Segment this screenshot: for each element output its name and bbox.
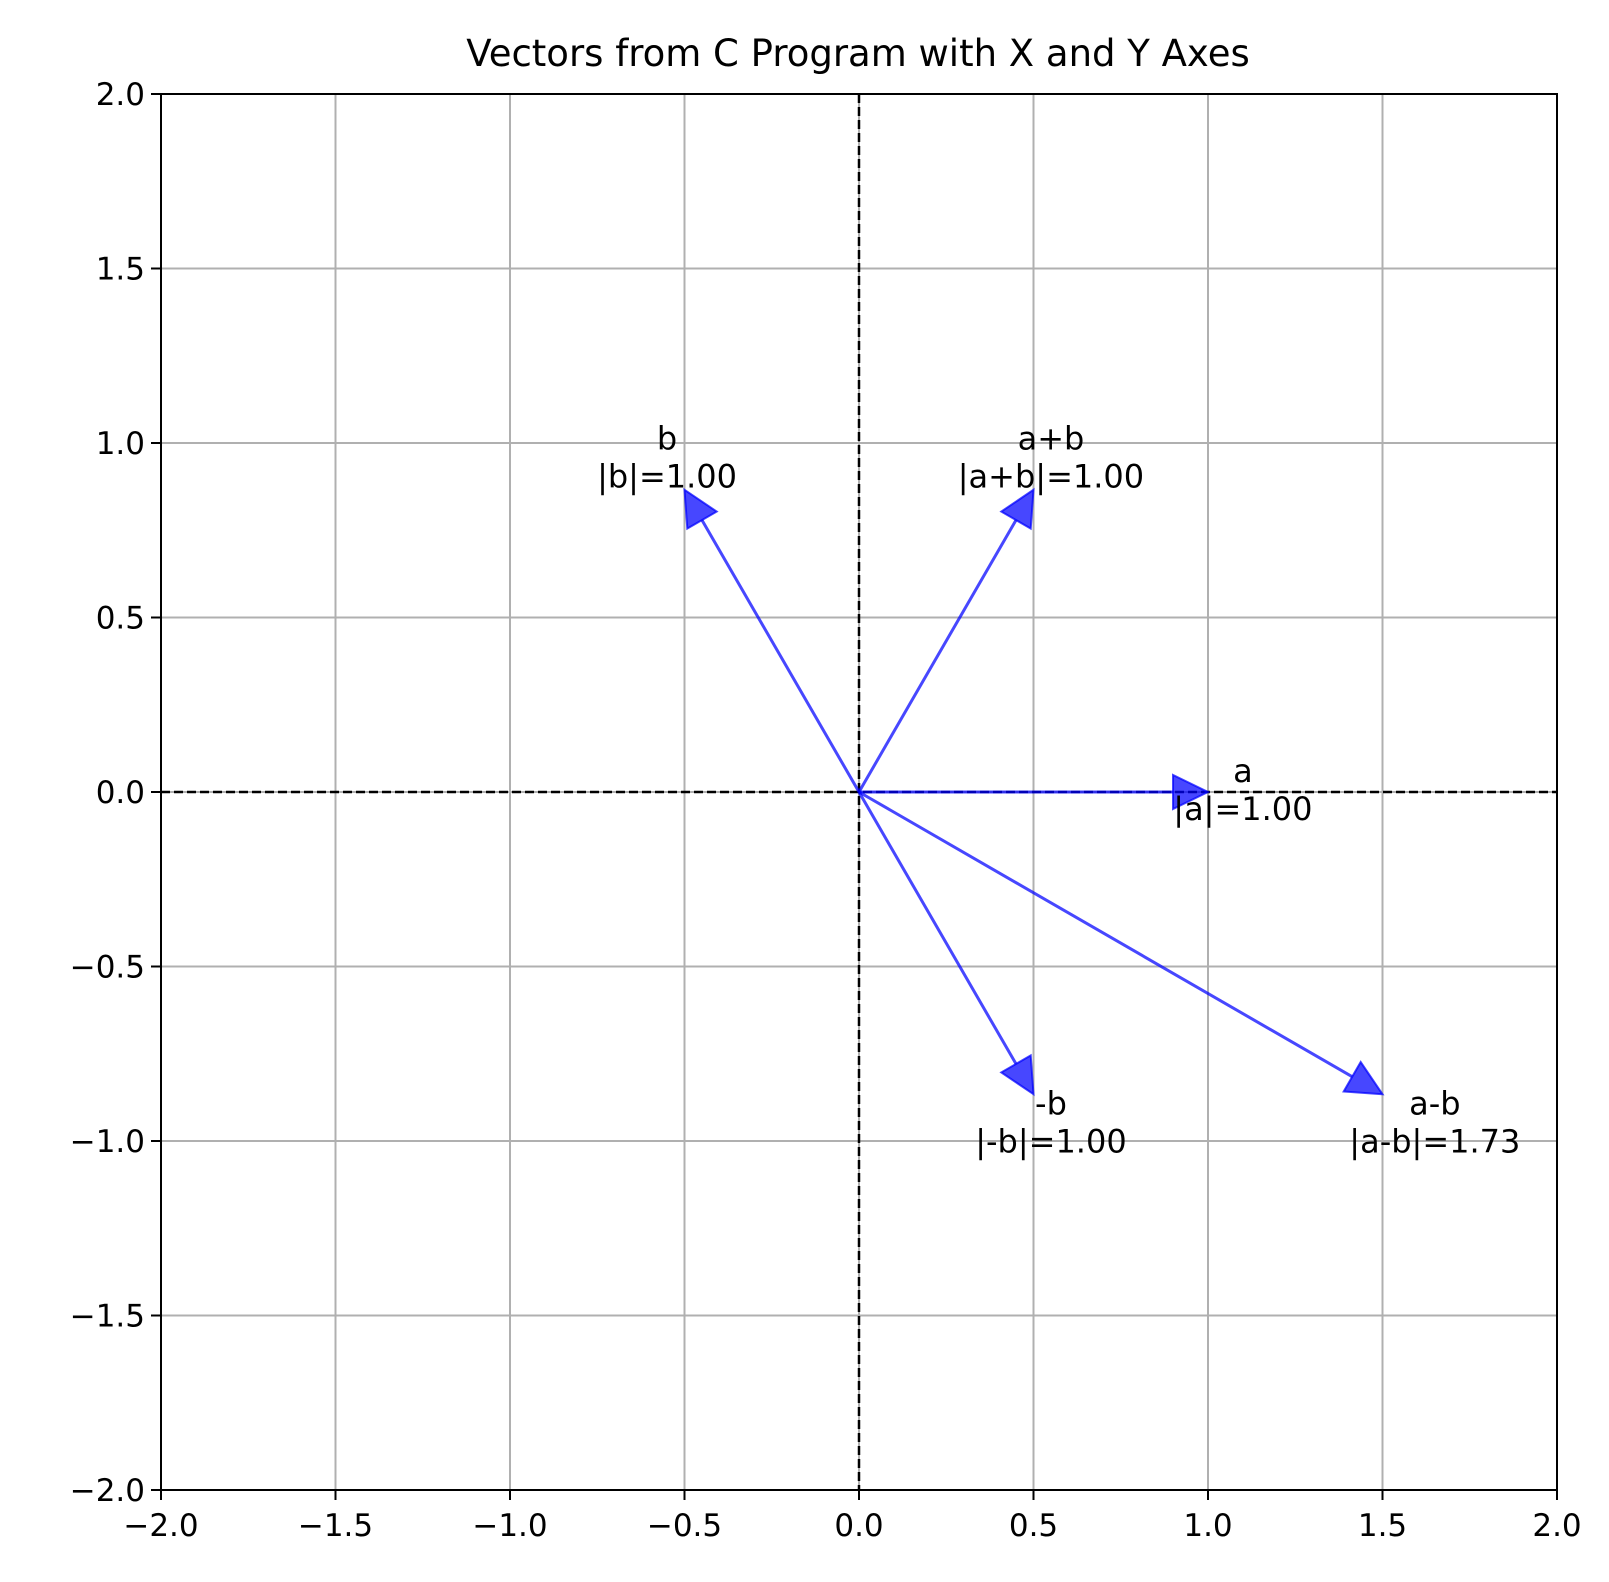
vector-head-a+b <box>999 487 1035 531</box>
y-tick-label: −0.5 <box>70 950 145 986</box>
vector-shaft-a-b <box>858 790 1353 1079</box>
vector-shaft-a+b <box>857 519 1018 793</box>
y-tick-label: 0.5 <box>96 601 145 637</box>
vector-name-label: -b <box>1035 1084 1067 1122</box>
axis-ticks: −2.0 −1.5 −1.0 −0.5 0.0 0.5 1.0 1.5 2.0 2.0 1.5 1.0… <box>70 77 1582 1544</box>
x-tick-label: −1.0 <box>472 1508 547 1544</box>
y-tick-label: 2.0 <box>96 77 145 113</box>
y-tick-label: −2.0 <box>70 1473 145 1509</box>
vector-magnitude-label: |-b|=1.00 <box>975 1122 1126 1160</box>
vector-shaft-b <box>700 519 861 793</box>
vector-magnitude-label: |a-b|=1.73 <box>1349 1122 1520 1160</box>
vector-magnitude-label: |b|=1.00 <box>597 458 737 496</box>
vector-labels: a|a|=1.00 b|b|=1.00 a+b|a+b|=1.00 a-b|a-b|=… <box>597 420 1520 1161</box>
x-tick-label: 2.0 <box>1532 1508 1581 1544</box>
vector-shaft--b <box>857 791 1018 1065</box>
vector-name-label: a-b <box>1409 1084 1460 1122</box>
vector-head-a-b <box>1342 1060 1385 1096</box>
x-tick-label: 1.5 <box>1358 1508 1407 1544</box>
chart-title: Vectors from C Program with X and Y Axes <box>466 32 1250 75</box>
vector-name-label: a+b <box>1018 420 1085 458</box>
x-tick-label: −2.0 <box>123 1508 198 1544</box>
y-tick-label: 1.5 <box>96 252 145 288</box>
vector-head-b <box>683 487 719 531</box>
x-tick-label: −0.5 <box>647 1508 722 1544</box>
x-tick-label: 0.0 <box>834 1508 883 1544</box>
y-tick-label: −1.5 <box>70 1299 145 1335</box>
vector-magnitude-label: |a+b|=1.00 <box>958 458 1144 496</box>
vector-name-label: a <box>1233 752 1253 790</box>
x-tick-label: 1.0 <box>1183 1508 1232 1544</box>
y-tick-label: 0.0 <box>96 775 145 811</box>
vector-head--b <box>999 1053 1035 1097</box>
y-tick-label: 1.0 <box>96 426 145 462</box>
x-tick-label: 0.5 <box>1009 1508 1058 1544</box>
vectors <box>683 487 1385 1097</box>
y-tick-label: −1.0 <box>70 1124 145 1160</box>
vector-head-a <box>1172 773 1211 811</box>
vector-magnitude-label: |a|=1.00 <box>1173 790 1312 828</box>
vector-name-label: b <box>657 420 677 458</box>
x-tick-label: −1.5 <box>298 1508 373 1544</box>
